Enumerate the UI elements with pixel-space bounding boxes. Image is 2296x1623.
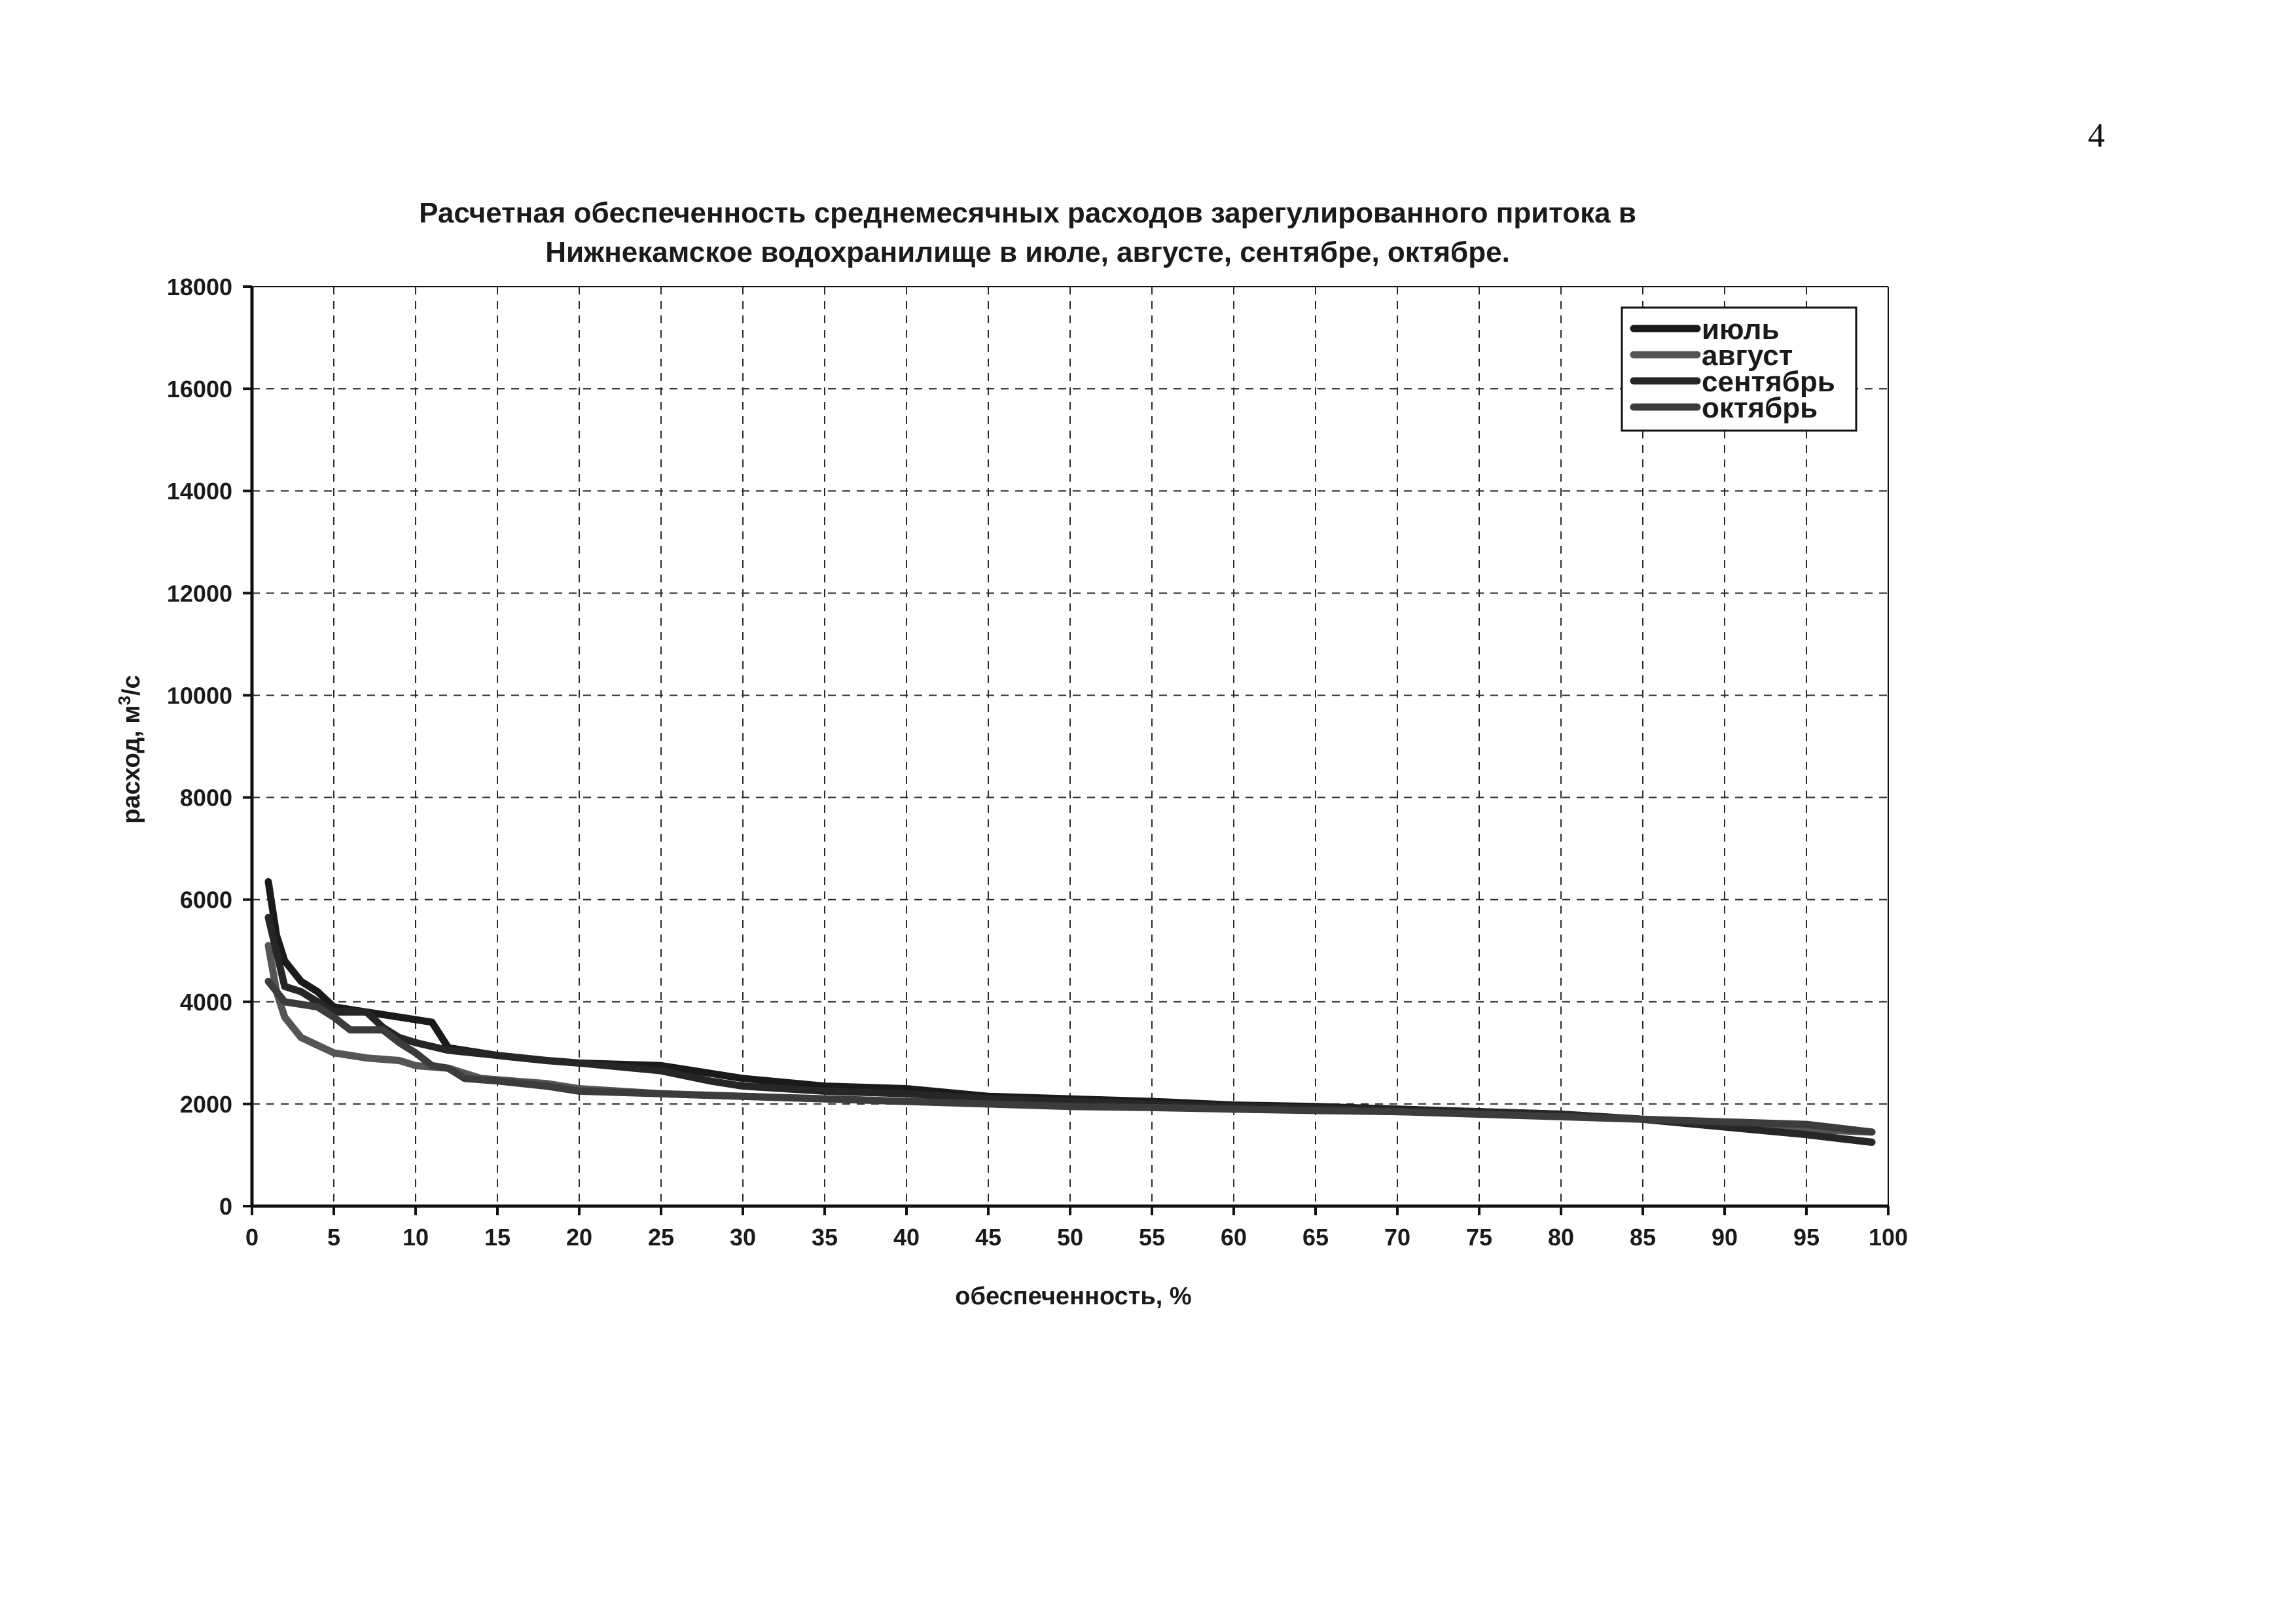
x-tick-label: 85 <box>1630 1224 1656 1251</box>
x-tick-label: 0 <box>245 1224 259 1251</box>
y-tick-label: 0 <box>219 1193 232 1220</box>
y-tick-label: 18000 <box>167 274 232 300</box>
x-axis-label: обеспеченность, % <box>955 1283 1191 1310</box>
series-line-4 <box>264 978 1876 1136</box>
y-tick-label: 16000 <box>167 376 232 402</box>
x-tick-label: 70 <box>1384 1224 1410 1251</box>
y-tick-label: 8000 <box>180 785 232 812</box>
x-tick-label: 100 <box>1869 1224 1908 1251</box>
x-tick-label: 90 <box>1712 1224 1738 1251</box>
y-axis-label-prefix: расход, м <box>118 705 145 823</box>
x-tick-label: 30 <box>730 1224 756 1251</box>
y-tick-label: 2000 <box>180 1091 232 1118</box>
x-tick-label: 80 <box>1548 1224 1574 1251</box>
y-tick-label: 6000 <box>180 887 232 914</box>
x-tick-label: 50 <box>1057 1224 1083 1251</box>
x-tick-label: 25 <box>648 1224 674 1251</box>
x-tick-label: 35 <box>812 1224 838 1251</box>
chart-title-line-1: Расчетная обеспеченность среднемесячных … <box>419 197 1636 229</box>
legend-label: октябрь <box>1702 392 1818 424</box>
y-tick-label: 4000 <box>180 989 232 1016</box>
x-tick-label: 60 <box>1221 1224 1247 1251</box>
y-axis-label: расход, м3/с <box>115 675 145 823</box>
x-tick-label: 45 <box>975 1224 1001 1251</box>
legend-label: август <box>1702 340 1793 372</box>
page-number: 4 <box>2088 117 2105 154</box>
series-lines <box>264 878 1876 1146</box>
x-tick-label: 40 <box>893 1224 920 1251</box>
chart-title: Расчетная обеспеченность среднемесячных … <box>419 197 1636 268</box>
legend-label: сентябрь <box>1702 366 1835 398</box>
x-tick-label: 75 <box>1466 1224 1492 1251</box>
x-tick-label: 15 <box>484 1224 511 1251</box>
y-axis-label-suffix: /с <box>118 675 145 696</box>
x-tick-label: 65 <box>1302 1224 1329 1251</box>
y-tick-label: 10000 <box>167 682 232 709</box>
x-tick-label: 55 <box>1139 1224 1165 1251</box>
chart-title-line-2: Нижнекамское водохранилище в июле, авгус… <box>545 236 1510 268</box>
x-tick-label: 20 <box>566 1224 592 1251</box>
x-tick-label: 95 <box>1793 1224 1820 1251</box>
y-axis-label-sup: 3 <box>115 696 134 705</box>
tick-labels: 0 2000 4000 6000 8000 10000 12000 14000 16000 180… <box>167 274 1908 1251</box>
x-tick-label: 10 <box>403 1224 429 1251</box>
x-tick-label: 5 <box>327 1224 340 1251</box>
legend-label: июль <box>1702 313 1780 346</box>
y-tick-label: 12000 <box>167 580 232 607</box>
y-tick-label: 14000 <box>167 478 232 505</box>
